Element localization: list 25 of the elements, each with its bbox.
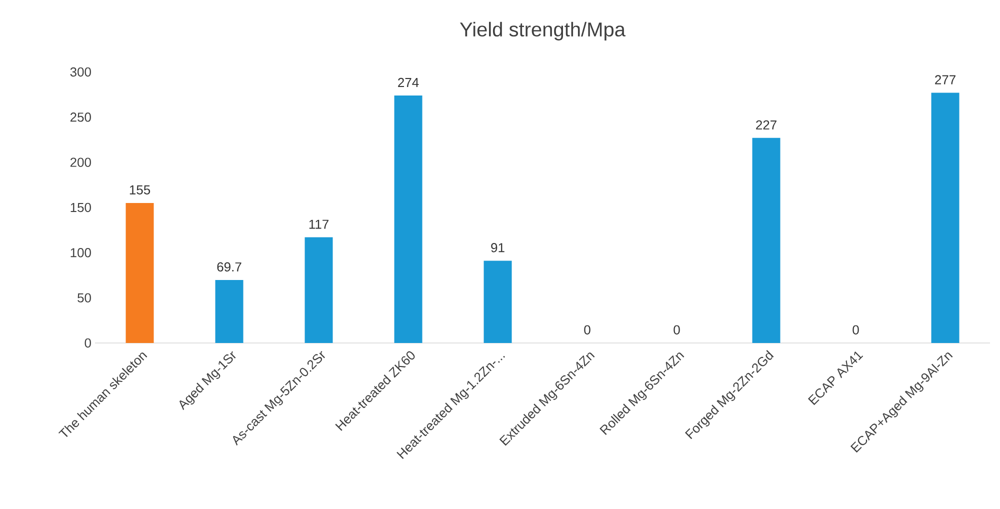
data-label: 274 [398, 78, 419, 87]
y-tick-label: 100 [70, 248, 91, 258]
data-label: 0 [852, 325, 859, 334]
data-label: 227 [756, 120, 776, 130]
data-label: 117 [309, 220, 328, 229]
bar [126, 202, 154, 343]
y-tick-label: 250 [70, 112, 91, 122]
data-label: 277 [935, 75, 956, 84]
data-label: 0 [584, 325, 590, 334]
bar [752, 138, 780, 343]
bar [484, 260, 512, 343]
data-label: 69.7 [217, 262, 242, 272]
bar [931, 92, 960, 343]
y-tick-label: 300 [70, 67, 91, 77]
y-tick-label: 150 [70, 202, 91, 212]
data-label: 155 [130, 185, 150, 194]
y-tick-label: 0 [84, 338, 91, 348]
bar [304, 237, 333, 343]
y-tick-label: 50 [78, 293, 91, 302]
y-tick-label: 200 [70, 158, 91, 167]
data-label: 91 [491, 243, 504, 252]
chart-title: Yield strength/Mpa [460, 22, 626, 40]
data-label: 0 [674, 325, 680, 334]
bar [215, 280, 244, 343]
bar [394, 95, 422, 343]
